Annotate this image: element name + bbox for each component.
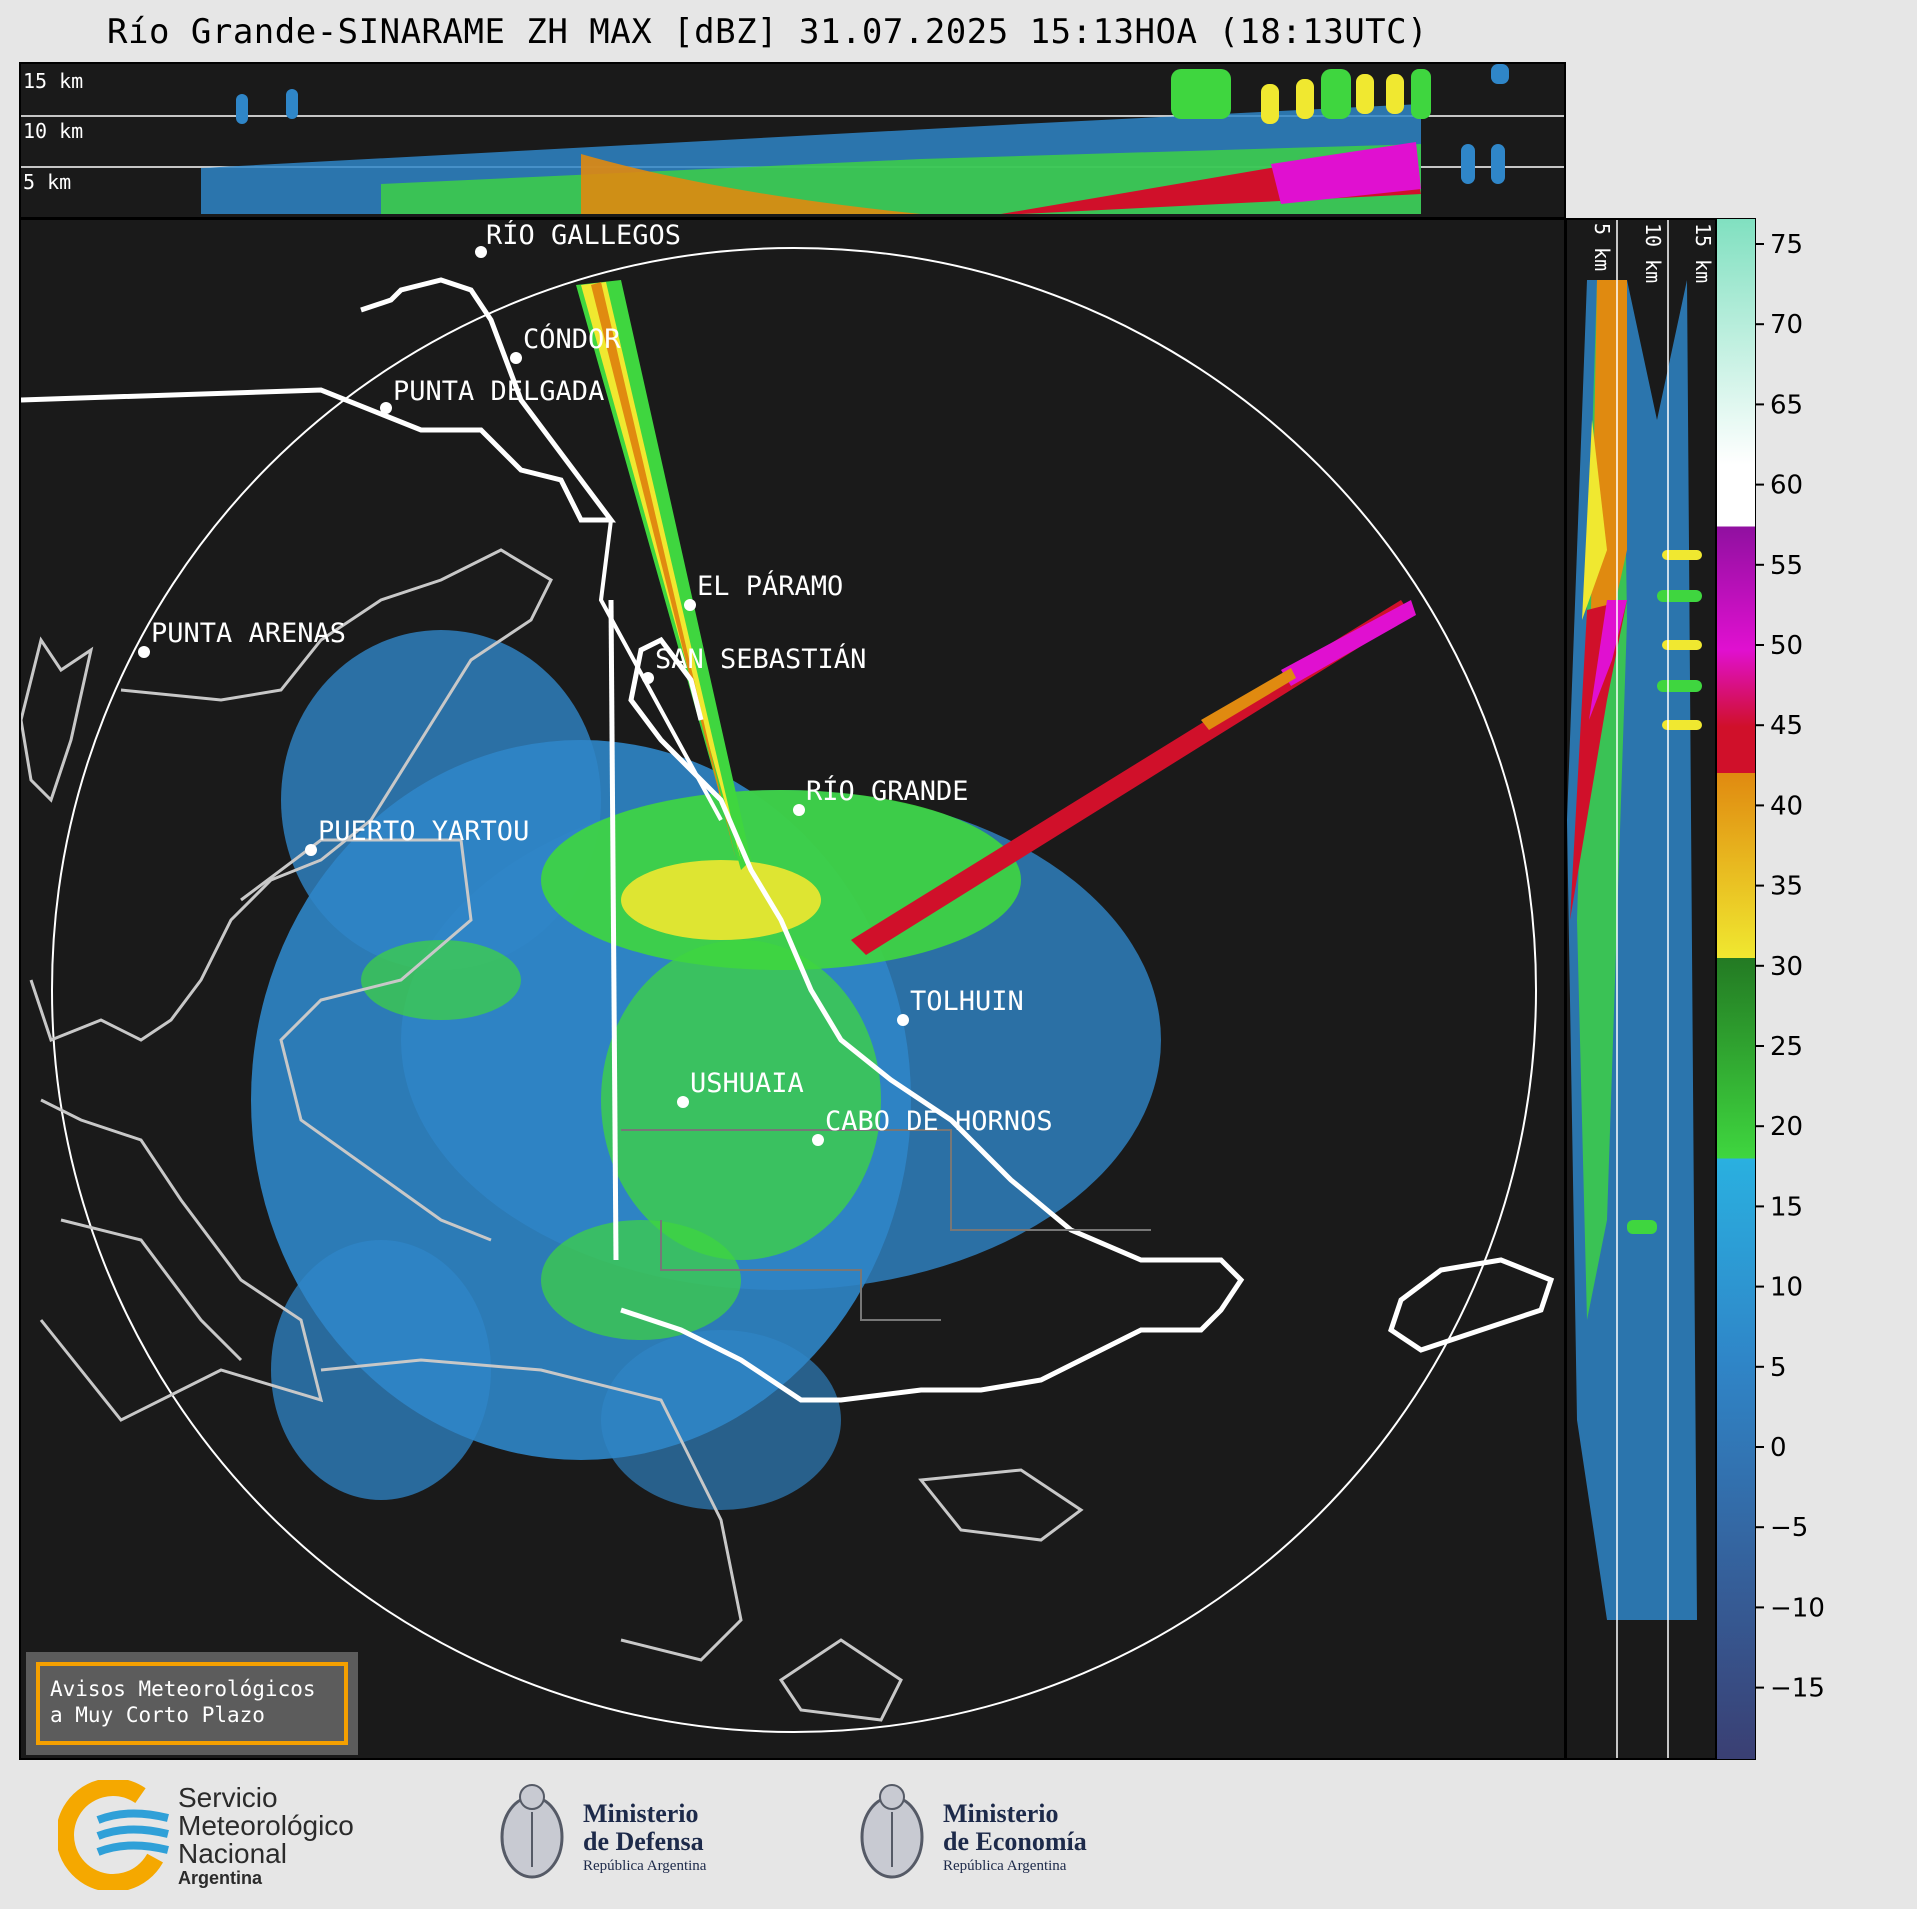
marker-punta-delgada [380,402,392,414]
colorbar-tick-label: 5 [1770,1353,1787,1383]
colorbar-tick-label: 75 [1770,230,1803,260]
smn-line-4: Argentina [178,1868,263,1888]
marker-tolhuin [897,1014,909,1026]
national-shield-icon [860,1784,924,1879]
top-height-label-15: 15 km [23,69,83,93]
smn-line-1: Servicio [178,1782,278,1813]
province-boundaries [621,1129,1151,1321]
top-height-label-5: 5 km [23,170,71,194]
colorbar-tick-label: −5 [1770,1513,1808,1543]
colorbar-tick-label: 65 [1770,390,1803,420]
boundaries [21,277,1555,1403]
coastlines [21,548,1084,1722]
colorbar-tick-label: 30 [1770,952,1803,982]
place-label-rio-grande: RÍO GRANDE [806,775,969,807]
smn-line-2: Meteorológico [178,1810,354,1841]
top-cross-section-echoes [201,64,1509,214]
top-cross-section-panel: 15 km 10 km 5 km [19,62,1566,219]
colorbar-gradient [1716,218,1756,1760]
marker-el-paramo [684,599,696,611]
colorbar-tick-label: 40 [1770,791,1803,821]
marker-cabo-de-hornos [812,1134,824,1146]
badge-line-2: a Muy Corto Plazo [50,1703,265,1727]
defensa-line-3: República Argentina [583,1858,707,1874]
badge-line-1: Avisos Meteorológicos [50,1677,316,1701]
colorbar-tick-label: −10 [1770,1593,1825,1623]
side-height-label-15: 15 km [1691,223,1715,283]
side-cross-section-plot: 5 km 10 km 15 km [1567,220,1715,1758]
side-height-label-5: 5 km [1590,223,1614,271]
colorbar-tick-label: 15 [1770,1192,1803,1222]
colorbar-tick-label: 55 [1770,551,1803,581]
economia-logo: Ministerio de Economía República Argenti… [855,1772,1115,1897]
colorbar-tick-label: 25 [1770,1032,1803,1062]
defensa-logo: Ministerio de Defensa República Argentin… [495,1772,755,1897]
range-ring [51,247,1537,1733]
place-labels: RÍO GALLEGOS CÓNDOR PUNTA DELGADA EL PÁR… [151,220,1053,1137]
reflectivity-echoes [251,280,1416,1510]
place-label-punta-arenas: PUNTA ARENAS [151,618,346,649]
marker-rio-grande [793,804,805,816]
marker-san-sebastian [642,672,654,684]
place-label-ushuaia: USHUAIA [690,1068,804,1099]
economia-line-2: de Economía [943,1827,1087,1856]
smn-logo: Servicio Meteorológico Nacional Argentin… [58,1780,388,1890]
marker-condor [510,352,522,364]
side-cross-section-panel: 5 km 10 km 15 km [1565,218,1717,1760]
radar-map-panel: RÍO GALLEGOS CÓNDOR PUNTA DELGADA EL PÁR… [19,218,1566,1760]
defensa-line-2: de Defensa [583,1827,704,1856]
colorbar-tick-label: −15 [1770,1674,1825,1704]
place-label-condor: CÓNDOR [523,323,621,355]
place-label-tolhuin: TOLHUIN [910,986,1024,1017]
national-shield-icon [500,1784,564,1879]
place-label-punta-delgada: PUNTA DELGADA [393,376,604,407]
smn-emblem-icon [58,1780,170,1890]
map-title: Río Grande-SINARAME ZH MAX [dBZ] 31.07.2… [107,12,1429,52]
place-label-puerto-yartou: PUERTO YARTOU [318,816,529,847]
economia-line-3: República Argentina [943,1858,1067,1874]
place-label-el-paramo: EL PÁRAMO [697,570,843,602]
radar-map: RÍO GALLEGOS CÓNDOR PUNTA DELGADA EL PÁR… [21,220,1555,1733]
colorbar [1716,218,1756,1760]
place-label-rio-gallegos: RÍO GALLEGOS [486,220,681,251]
top-height-label-10: 10 km [23,119,83,143]
colorbar-tick-label: 20 [1770,1112,1803,1142]
marker-puerto-yartou [305,844,317,856]
colorbar-tick-label: 60 [1770,471,1803,501]
colorbar-tick-label: 0 [1770,1433,1787,1463]
side-cross-section-echoes [1567,280,1702,1620]
colorbar-tick-label: 45 [1770,711,1803,741]
colorbar-tick-label: 70 [1770,310,1803,340]
colorbar-tick-label: 50 [1770,631,1803,661]
place-label-cabo-de-hornos: CABO DE HORNOS [825,1106,1053,1137]
place-markers [138,246,909,1146]
marker-punta-arenas [138,646,150,658]
colorbar-tick-label: 10 [1770,1273,1803,1303]
economia-line-1: Ministerio [943,1799,1059,1828]
place-label-san-sebastian: SAN SEBASTIÁN [655,643,866,675]
side-height-label-10: 10 km [1641,223,1665,283]
smn-line-3: Nacional [178,1838,287,1869]
marker-ushuaia [677,1096,689,1108]
colorbar-tick-label: 35 [1770,872,1803,902]
marker-rio-gallegos [475,246,487,258]
top-cross-section-plot: 15 km 10 km 5 km [21,64,1564,214]
defensa-line-1: Ministerio [583,1799,699,1828]
warnings-badge[interactable]: Avisos Meteorológicos a Muy Corto Plazo [26,1652,358,1755]
